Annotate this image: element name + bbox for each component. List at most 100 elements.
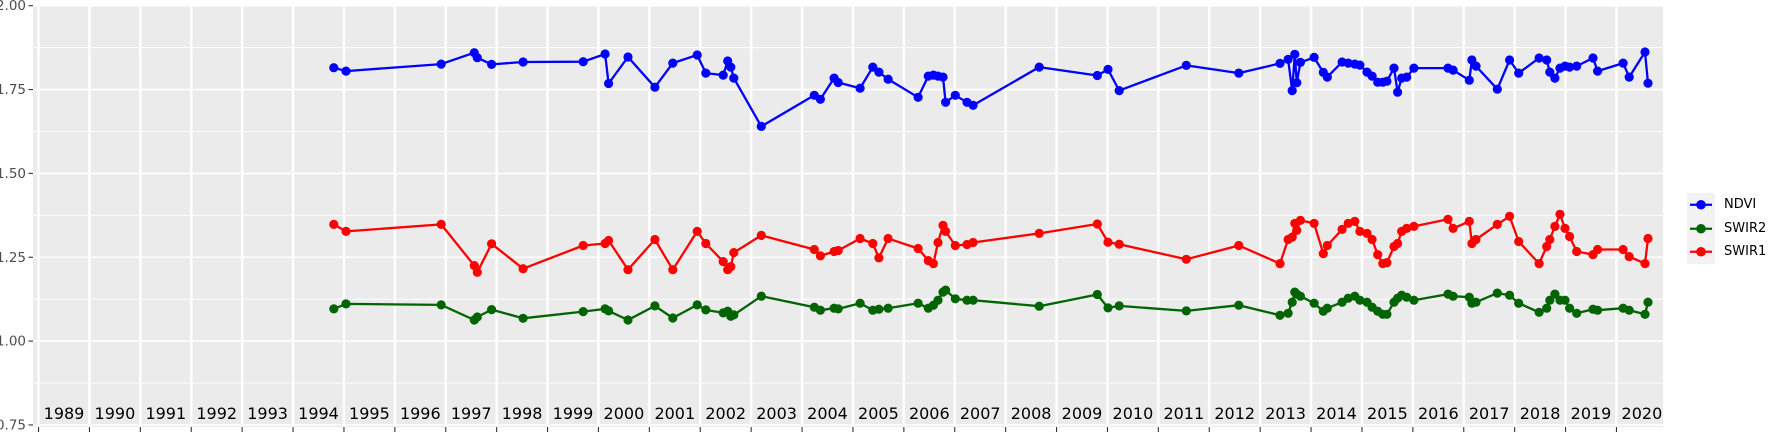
x-year-label: 2014	[1316, 404, 1357, 423]
data-point-swir2	[1114, 301, 1124, 311]
data-point-swir2	[1409, 295, 1419, 305]
x-year-label: 1991	[145, 404, 186, 423]
x-year-label: 1998	[502, 404, 543, 423]
data-point-swir1	[1318, 249, 1328, 259]
data-point-swir2	[341, 299, 351, 309]
data-point-swir2	[1492, 288, 1502, 298]
data-point-swir2	[1275, 310, 1285, 320]
data-point-ndvi	[1367, 71, 1377, 81]
data-point-ndvi	[1382, 76, 1392, 86]
x-year-label: 2018	[1520, 404, 1561, 423]
data-point-swir2	[968, 295, 978, 305]
data-point-swir1	[1409, 221, 1419, 231]
data-point-swir1	[941, 226, 951, 236]
legend-key-swir2	[1687, 216, 1715, 240]
data-point-ndvi	[1471, 61, 1481, 71]
data-point-swir1	[1624, 252, 1634, 262]
x-year-label: 1992	[196, 404, 237, 423]
data-point-ndvi	[1409, 63, 1419, 73]
data-point-swir1	[604, 235, 614, 246]
data-point-ndvi	[1640, 47, 1650, 57]
data-point-swir2	[701, 305, 711, 315]
data-point-swir1	[809, 244, 819, 255]
data-point-swir1	[1640, 259, 1650, 269]
x-year-label: 2006	[909, 404, 950, 423]
data-point-swir2	[941, 285, 951, 295]
data-point-swir1	[874, 253, 884, 263]
data-point-ndvi	[1034, 62, 1044, 72]
data-point-swir1	[726, 262, 736, 272]
data-point-swir1	[1448, 223, 1458, 233]
data-point-swir1	[329, 219, 339, 229]
data-point-ndvi	[1283, 54, 1293, 64]
data-point-swir1	[1355, 226, 1365, 236]
data-point-swir2	[1643, 297, 1653, 307]
y-axis-tick-label: 0.75	[0, 417, 26, 433]
data-point-swir2	[1283, 308, 1293, 318]
data-point-swir1	[518, 264, 528, 274]
data-point-swir2	[1234, 300, 1244, 310]
data-point-ndvi	[1389, 63, 1399, 73]
data-point-swir2	[623, 315, 633, 325]
data-point-swir1	[1292, 225, 1302, 235]
data-point-swir1	[1471, 234, 1481, 245]
data-point-ndvi	[1234, 68, 1244, 78]
legend-item-swir2: SWIR2	[1687, 216, 1766, 240]
data-point-swir1	[1402, 223, 1412, 233]
data-point-swir1	[833, 245, 843, 256]
legend-label: NDVI	[1724, 197, 1757, 213]
data-point-swir1	[1373, 250, 1383, 260]
data-point-swir2	[604, 306, 614, 316]
data-point-ndvi	[436, 59, 446, 69]
data-point-ndvi	[1534, 53, 1544, 63]
data-point-ndvi	[941, 97, 951, 107]
x-year-label: 2003	[756, 404, 797, 423]
data-point-swir1	[913, 243, 923, 254]
data-point-swir2	[436, 300, 446, 310]
data-point-swir1	[1565, 231, 1575, 242]
data-point-ndvi	[1492, 84, 1502, 94]
data-point-swir1	[1492, 219, 1502, 229]
data-point-swir1	[1337, 224, 1347, 234]
x-year-boundary-gridlines	[37, 5, 1618, 427]
data-point-swir2	[1402, 292, 1412, 302]
y-axis-tick-labels: 2.00 1.75 1.50 1.25 1.00 0.75	[0, 0, 26, 433]
legend-key-swir1	[1687, 240, 1715, 264]
data-point-ndvi	[1309, 52, 1319, 63]
data-point-ndvi	[729, 73, 739, 83]
legend-item-ndvi: NDVI	[1687, 193, 1766, 217]
data-point-ndvi	[472, 53, 482, 63]
data-point-ndvi	[968, 100, 978, 110]
data-point-swir2	[855, 298, 865, 308]
data-point-ndvi	[668, 58, 678, 68]
data-point-swir2	[1545, 295, 1555, 305]
data-point-swir2	[1514, 298, 1524, 308]
data-point-swir2	[883, 303, 893, 313]
data-point-swir1	[1181, 254, 1191, 264]
data-point-swir1	[1362, 228, 1372, 238]
x-year-label: 2001	[654, 404, 695, 423]
data-point-swir1	[883, 233, 893, 244]
data-point-ndvi	[883, 74, 893, 84]
data-point-ndvi	[1393, 87, 1403, 97]
data-point-ndvi	[1545, 67, 1555, 77]
y-axis-tick-label: 1.50	[0, 166, 26, 182]
y-major-gridlines	[33, 4, 1663, 426]
data-point-swir1	[1367, 234, 1377, 245]
x-year-label: 2019	[1571, 404, 1612, 423]
data-point-ndvi	[1292, 78, 1302, 88]
series-line-swir1	[332, 213, 1650, 274]
data-point-swir2	[1295, 291, 1305, 301]
data-point-swir2	[756, 291, 766, 301]
data-point-ndvi	[1295, 57, 1305, 67]
data-point-swir1	[1534, 259, 1544, 269]
data-point-swir2	[833, 304, 843, 314]
data-point-swir2	[1593, 305, 1603, 315]
data-point-swir2	[1624, 305, 1634, 315]
data-point-swir2	[668, 313, 678, 323]
x-year-label: 2009	[1062, 404, 1103, 423]
x-year-label: 1997	[451, 404, 492, 423]
data-point-swir2	[1322, 303, 1332, 313]
data-point-swir2	[1542, 303, 1552, 313]
data-point-ndvi	[1588, 53, 1598, 63]
